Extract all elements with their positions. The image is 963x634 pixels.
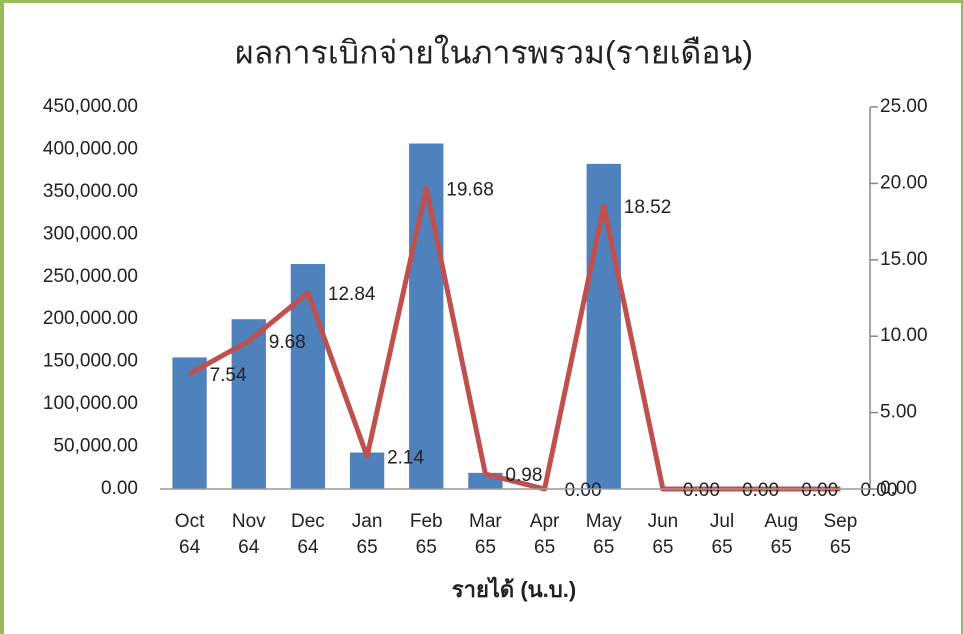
y-tick-label: 200,000.00 — [43, 308, 138, 329]
bar — [231, 319, 266, 489]
y-tick-label: 350,000.00 — [43, 181, 138, 202]
x-tick-label: Dec 64 — [291, 511, 325, 558]
chart: ผลการเบิกจ่ายในภารพรวม(รายเดือน) รายได้ … — [43, 34, 928, 602]
data-label: 0.00 — [860, 480, 897, 501]
data-label: 0.00 — [742, 480, 779, 501]
y2-tick-label: 25.00 — [880, 96, 928, 117]
y-tick-label: 150,000.00 — [43, 351, 138, 372]
y2-tick-label: 5.00 — [880, 402, 917, 423]
x-tick-label: Jul 65 — [709, 511, 735, 558]
y-tick-label: 300,000.00 — [43, 223, 138, 244]
y-tick-label: 250,000.00 — [43, 266, 138, 287]
data-label: 9.68 — [269, 332, 306, 353]
chart-title: ผลการเบิกจ่ายในภารพรวม(รายเดือน) — [235, 34, 753, 70]
data-label: 0.00 — [565, 480, 602, 501]
data-label: 12.84 — [328, 284, 376, 305]
x-tick-label: May 65 — [585, 511, 622, 558]
bar — [409, 143, 444, 489]
x-tick-label: Mar 65 — [469, 511, 502, 558]
y-tick-label: 100,000.00 — [43, 393, 138, 414]
y-tick-label: 450,000.00 — [43, 96, 138, 117]
y2-tick-label: 0.00 — [880, 478, 917, 499]
x-tick-label: Oct 64 — [174, 511, 205, 558]
x-tick-label: Feb 65 — [409, 511, 443, 558]
data-label: 0.00 — [683, 480, 720, 501]
data-label: 18.52 — [624, 197, 672, 218]
y2-tick-label: 20.00 — [880, 172, 928, 193]
data-label: 0.98 — [505, 465, 542, 486]
x-tick-label: Apr 65 — [529, 511, 560, 558]
y2-tick-label: 15.00 — [880, 249, 928, 270]
data-label: 19.68 — [446, 179, 494, 200]
y-tick-label: 50,000.00 — [53, 436, 138, 457]
bar — [172, 357, 207, 489]
x-axis-title: รายได้ (น.บ.) — [452, 576, 576, 602]
y-tick-label: 0.00 — [101, 478, 138, 499]
x-tick-label: Jun 65 — [647, 511, 679, 558]
y-tick-label: 400,000.00 — [43, 138, 138, 159]
y2-tick-label: 10.00 — [880, 325, 928, 346]
data-label: 2.14 — [387, 447, 424, 468]
x-tick-label: Aug 65 — [764, 511, 799, 558]
x-tick-label: Nov 64 — [231, 511, 266, 558]
data-label: 7.54 — [210, 365, 247, 386]
data-label: 0.00 — [801, 480, 838, 501]
x-tick-label: Sep 65 — [823, 511, 858, 558]
x-tick-label: Jan 65 — [351, 511, 383, 558]
